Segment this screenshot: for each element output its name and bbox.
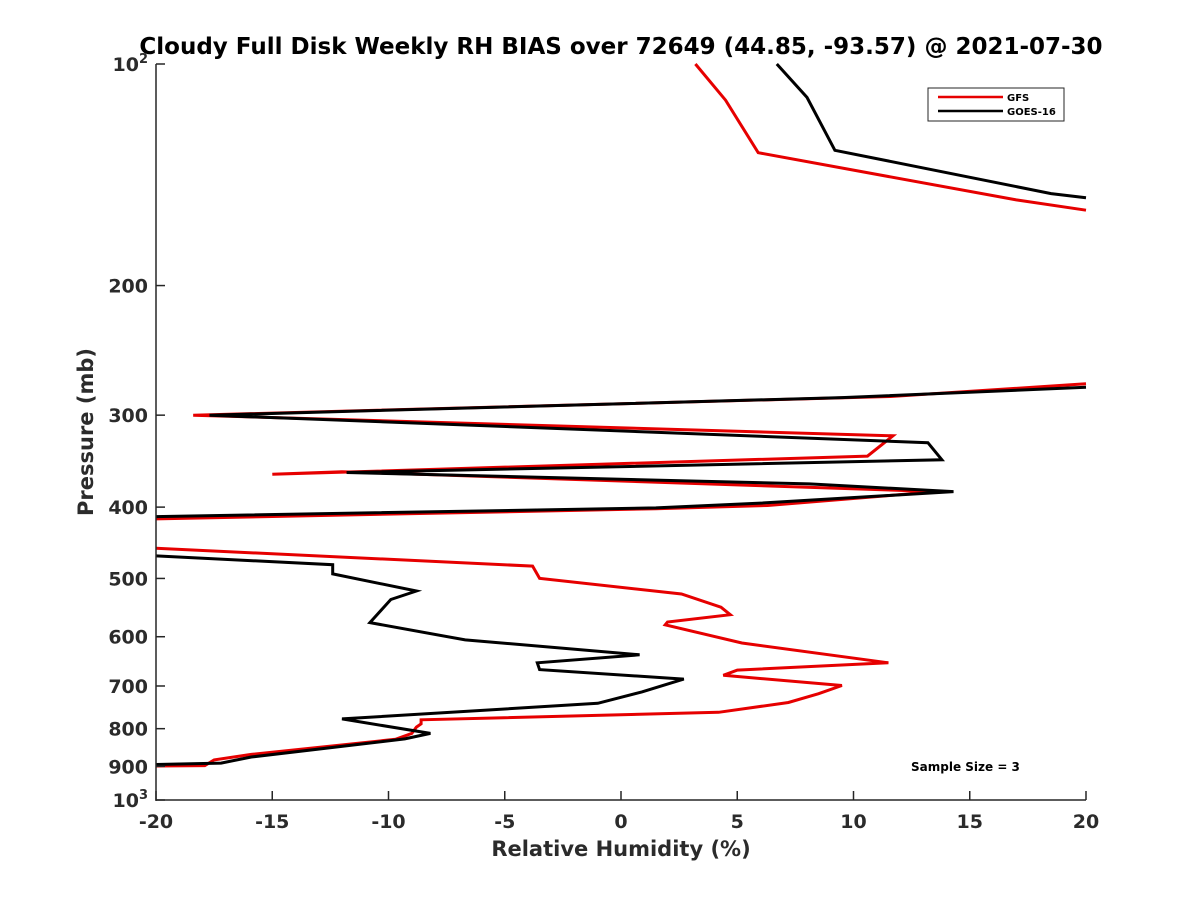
series-line-goes16-1: [155, 385, 1087, 519]
y-tick-label: 102: [113, 52, 149, 76]
y-tick-label: 200: [108, 276, 148, 298]
x-axis-label: Relative Humidity (%): [491, 837, 750, 861]
sample-size-annotation: Sample Size = 3: [911, 760, 1020, 774]
series-line-goes16-0: [775, 62, 1087, 200]
y-ticks: 102 200 300 400 500 600 700 800 900 103: [108, 52, 165, 812]
series-line-gfs-2: [155, 546, 889, 768]
legend-label-gfs: GFS: [1007, 93, 1029, 104]
y-tick-label: 300: [108, 405, 148, 427]
x-tick-label: -15: [255, 811, 289, 833]
series-line-goes16-2: [155, 554, 685, 766]
y-tick-label: 400: [108, 497, 148, 519]
x-tick-label: 20: [1073, 811, 1099, 833]
x-tick-label: -20: [139, 811, 173, 833]
x-tick-label: 15: [957, 811, 983, 833]
x-ticks: -20 -15 -10 -5 0 5 10 15 20: [139, 791, 1099, 833]
plot-lines: [155, 62, 1087, 768]
y-tick-label: 800: [108, 719, 148, 741]
series-line-gfs-0: [694, 63, 1087, 212]
chart-title: Cloudy Full Disk Weekly RH BIAS over 726…: [139, 34, 1102, 60]
y-tick-label: 103: [113, 788, 149, 812]
y-tick-label: 500: [108, 568, 148, 590]
legend-label-goes16: GOES-16: [1007, 107, 1056, 118]
x-tick-label: 10: [840, 811, 866, 833]
x-tick-label: 0: [614, 811, 627, 833]
y-axis-label: Pressure (mb): [74, 348, 98, 516]
x-tick-label: 5: [731, 811, 744, 833]
x-tick-label: -5: [494, 811, 515, 833]
legend-box: [927, 87, 1065, 122]
y-tick-label: 700: [108, 676, 148, 698]
x-tick-label: -10: [371, 811, 405, 833]
y-tick-label: 600: [108, 627, 148, 649]
legend: GFS GOES-16: [927, 87, 1065, 122]
y-tick-label: 900: [108, 756, 148, 778]
